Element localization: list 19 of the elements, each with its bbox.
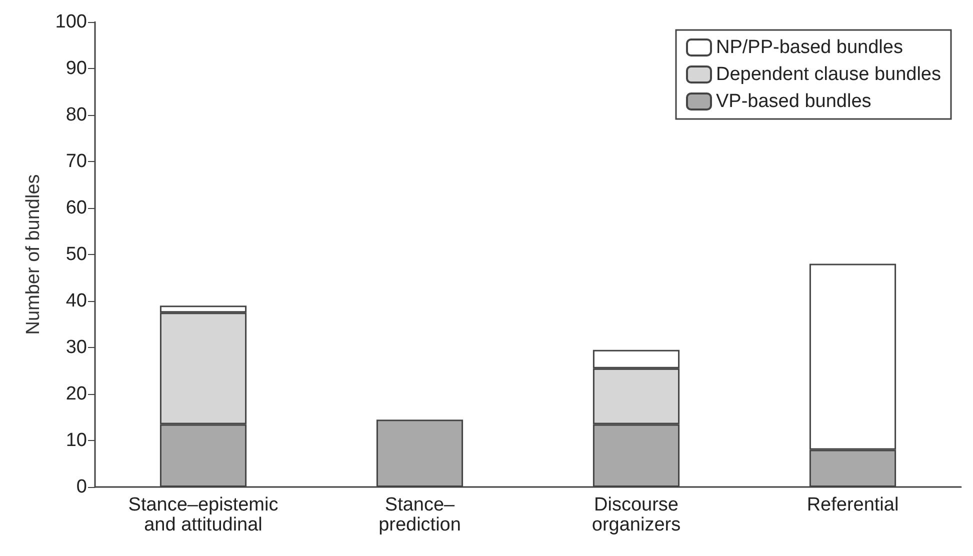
y-tick-label: 40 [66, 290, 87, 312]
legend-label: VP-based bundles [716, 91, 872, 112]
y-tick-label: 0 [76, 476, 87, 498]
y-tick-label: 30 [66, 337, 87, 358]
y-tick-label: 70 [66, 151, 87, 172]
y-tick-label: 50 [66, 244, 87, 265]
y-axis-title: Number of bundles [23, 174, 44, 335]
x-tick-label: Stance– prediction [378, 494, 461, 536]
y-tick-label: 90 [66, 58, 87, 79]
y-tick-label: 80 [66, 104, 87, 126]
x-tick-label: Stance–epistemic and attitudinal [128, 494, 278, 536]
legend-label: Dependent clause bundles [716, 64, 942, 85]
legend-label: NP/PP-based bundles [716, 37, 903, 58]
y-tick-label: 10 [66, 430, 87, 451]
y-tick-label: 100 [55, 12, 87, 32]
y-tick-label: 60 [66, 198, 87, 218]
x-tick-label: Referential [806, 494, 899, 516]
x-tick-label: Discourse organizers [592, 494, 681, 536]
y-tick-label: 20 [66, 384, 87, 404]
